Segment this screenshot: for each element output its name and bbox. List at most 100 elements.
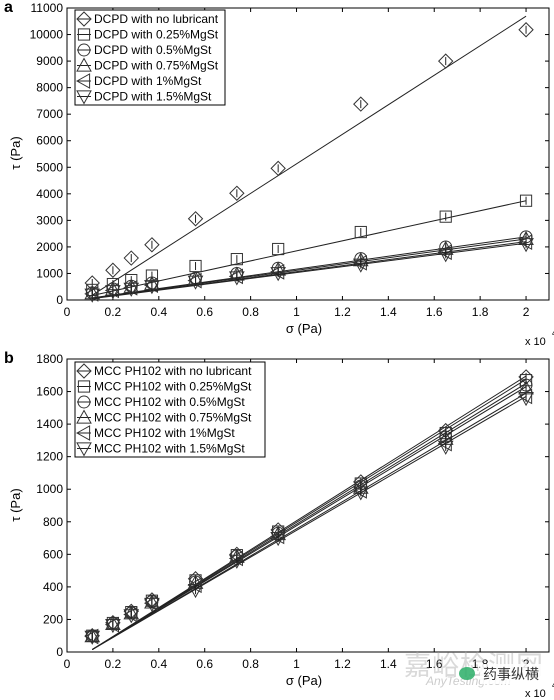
y-tick-label: 800 — [43, 515, 63, 529]
legend-marker — [75, 73, 91, 89]
data-point — [143, 277, 159, 293]
y-tick-label: 1600 — [36, 385, 63, 399]
data-point — [105, 285, 121, 300]
data-point — [123, 250, 139, 266]
legend-item — [75, 73, 91, 89]
x-tick-label: 1.4 — [380, 657, 397, 671]
data-point — [84, 630, 101, 645]
y-axis-label: τ (Pa) — [8, 488, 23, 521]
y-tick-label: 2000 — [36, 240, 63, 254]
y-tick-label: 3000 — [36, 213, 63, 227]
data-point — [123, 609, 140, 624]
legend-label: DCPD with 0.75%MgSt — [94, 59, 219, 73]
legend-item — [76, 57, 92, 72]
fit-line — [92, 200, 527, 296]
data-point — [438, 53, 454, 69]
y-tick-label: 4000 — [36, 187, 63, 201]
data-point — [518, 391, 534, 407]
data-point — [187, 584, 204, 599]
data-point — [228, 554, 245, 569]
legend-box — [74, 361, 266, 458]
y-tick-label: 1000 — [36, 482, 63, 496]
y-tick-label: 6000 — [36, 134, 63, 148]
x-tick-label: 1.2 — [334, 657, 351, 671]
series-diamond — [84, 15, 534, 296]
data-point — [84, 286, 99, 302]
data-point — [270, 531, 287, 547]
legend-marker — [76, 57, 92, 72]
data-point — [187, 272, 202, 289]
data-point — [437, 248, 454, 263]
x-tick-label: 0.8 — [242, 657, 259, 671]
data-point — [270, 267, 287, 282]
data-point — [519, 194, 533, 207]
y-tick-label: 600 — [43, 547, 63, 561]
data-point — [518, 238, 534, 253]
x-tick-label: 0 — [64, 657, 71, 671]
panel-label: a — [4, 0, 13, 16]
data-point — [270, 160, 286, 177]
y-tick-label: 1800 — [36, 352, 63, 366]
y-tick-label: 0 — [56, 645, 63, 659]
wechat-icon — [459, 667, 475, 680]
x-multiplier: x 10 — [525, 688, 546, 700]
y-tick-label: 0 — [56, 293, 63, 307]
x-multiplier-exponent: 4 — [552, 681, 554, 690]
x-tick-label: 0.4 — [150, 657, 167, 671]
legend-label: DCPD with 0.5%MgSt — [94, 43, 212, 57]
data-point — [352, 258, 369, 273]
legend-label: DCPD with 1.5%MgSt — [94, 90, 212, 104]
data-point — [272, 242, 285, 256]
y-tick-label: 200 — [43, 612, 63, 626]
legend-marker — [76, 90, 92, 105]
x-tick-label: 1 — [293, 305, 300, 319]
x-tick-label: 1.2 — [334, 305, 351, 319]
y-tick-label: 8000 — [36, 81, 63, 95]
legend-label: MCC PH102 with 0.5%MgSt — [94, 395, 245, 409]
legend-label: DCPD with 0.25%MgSt — [94, 28, 219, 42]
data-point — [352, 486, 369, 501]
data-point — [123, 282, 140, 297]
legend-item — [76, 90, 92, 105]
y-axis-label: τ (Pa) — [8, 136, 23, 169]
y-tick-label: 7000 — [36, 107, 63, 121]
x-axis-label: σ (Pa) — [286, 321, 322, 336]
data-point — [144, 237, 160, 253]
data-point — [143, 595, 159, 612]
data-point — [518, 22, 534, 38]
x-tick-label: 1.4 — [380, 305, 397, 319]
fit-line — [91, 15, 527, 296]
watermark-badge: 药事纵横 — [480, 664, 542, 684]
fit-line — [91, 386, 527, 650]
y-tick-label: 5000 — [36, 160, 63, 174]
legend-marker — [76, 363, 92, 379]
data-point — [144, 597, 160, 613]
y-tick-label: 1000 — [36, 266, 63, 280]
fit-line — [92, 238, 527, 299]
x-tick-label: 1.8 — [472, 305, 489, 319]
fit-line — [92, 236, 527, 299]
data-point — [354, 225, 367, 239]
legend-item — [77, 380, 91, 393]
data-point — [439, 210, 452, 223]
x-multiplier: x 10 — [525, 336, 546, 348]
legend-label: MCC PH102 with 1%MgSt — [94, 426, 235, 440]
legend-marker — [77, 380, 91, 393]
data-point — [123, 279, 138, 296]
legend-item — [77, 43, 91, 57]
y-tick-label: 10000 — [30, 28, 64, 42]
plot-area-1 — [66, 7, 550, 301]
x-tick-label: 0.2 — [105, 305, 122, 319]
data-point — [84, 628, 101, 643]
y-tick-label: 11000 — [31, 1, 64, 15]
fit-line — [91, 378, 527, 650]
legend-marker — [75, 425, 91, 441]
data-point — [104, 616, 120, 633]
x-axis-label: σ (Pa) — [286, 673, 322, 688]
legend-marker — [77, 43, 91, 57]
legend-label: MCC PH102 with 0.75%MgSt — [94, 411, 252, 425]
plot-area-2 — [66, 358, 550, 653]
data-point — [353, 96, 369, 112]
y-tick-label: 1400 — [36, 417, 63, 431]
